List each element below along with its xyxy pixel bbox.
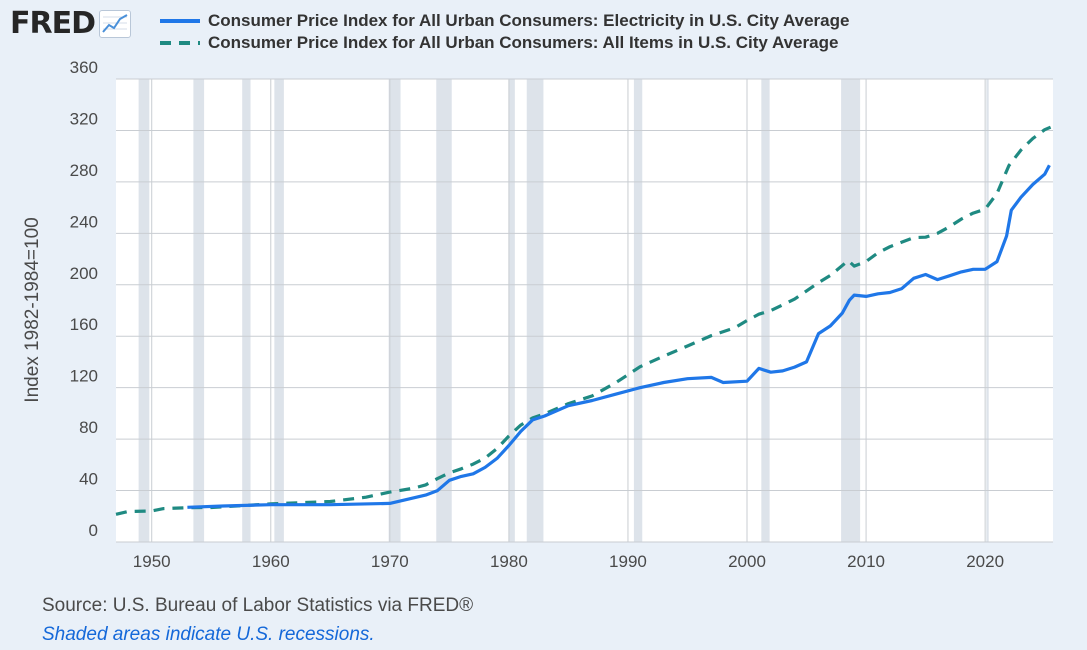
x-tick-label: 2000 bbox=[728, 552, 766, 571]
x-tick-label: 1950 bbox=[133, 552, 171, 571]
x-tick-label: 1960 bbox=[252, 552, 290, 571]
y-tick-label: 280 bbox=[70, 161, 98, 180]
x-tick-label: 1970 bbox=[371, 552, 409, 571]
legend-label-all-items: Consumer Price Index for All Urban Consu… bbox=[208, 33, 839, 52]
y-tick-label: 160 bbox=[70, 315, 98, 334]
y-tick-label: 240 bbox=[70, 212, 98, 231]
legend-item-electricity[interactable]: Consumer Price Index for All Urban Consu… bbox=[160, 10, 849, 32]
x-tick-label: 2010 bbox=[847, 552, 885, 571]
legend-item-all-items[interactable]: Consumer Price Index for All Urban Consu… bbox=[160, 32, 849, 54]
recession-band bbox=[436, 79, 452, 542]
recession-band bbox=[508, 79, 515, 542]
legend-swatch-solid bbox=[160, 19, 200, 23]
recession-band bbox=[633, 79, 643, 542]
x-axis-ticks: 1950 1960 1970 1980 1990 2000 2010 2020 bbox=[133, 552, 1004, 571]
y-tick-label: 200 bbox=[70, 264, 98, 283]
source-note: Source: U.S. Bureau of Labor Statistics … bbox=[42, 595, 474, 616]
recession-shading bbox=[138, 79, 989, 542]
recession-band bbox=[841, 79, 861, 542]
x-tick-label: 2020 bbox=[966, 552, 1004, 571]
legend-label-electricity: Consumer Price Index for All Urban Consu… bbox=[208, 11, 850, 30]
chart-legend: Consumer Price Index for All Urban Consu… bbox=[160, 10, 849, 54]
chart-header: FRED Consumer Price Index for All Urban … bbox=[10, 4, 1080, 56]
y-tick-label: 40 bbox=[79, 470, 98, 489]
recession-band bbox=[526, 79, 544, 542]
line-chart-icon bbox=[99, 9, 131, 38]
y-tick-label: 360 bbox=[70, 58, 98, 77]
plot-background bbox=[116, 79, 1053, 542]
gridlines bbox=[116, 78, 1053, 543]
recession-band bbox=[193, 79, 205, 542]
y-tick-label: 0 bbox=[89, 521, 98, 540]
y-tick-label: 120 bbox=[70, 367, 98, 386]
x-tick-label: 1990 bbox=[609, 552, 647, 571]
x-tick-label: 1980 bbox=[490, 552, 528, 571]
recession-band bbox=[986, 79, 989, 542]
fred-logo[interactable]: FRED bbox=[10, 6, 131, 41]
fred-logo-text: FRED bbox=[10, 6, 96, 41]
recession-band bbox=[242, 79, 251, 542]
y-axis-label: Index 1982-1984=100 bbox=[22, 217, 43, 402]
y-tick-label: 320 bbox=[70, 109, 98, 128]
recession-band bbox=[274, 79, 284, 542]
legend-swatch-dashed bbox=[160, 41, 200, 45]
recession-band bbox=[761, 79, 770, 542]
recession-band bbox=[388, 79, 401, 542]
recession-note[interactable]: Shaded areas indicate U.S. recessions. bbox=[42, 624, 375, 645]
series-line-electricity[interactable] bbox=[187, 164, 1051, 509]
y-tick-label: 80 bbox=[79, 418, 98, 437]
series-line-all-items[interactable] bbox=[115, 125, 1052, 516]
data-series bbox=[115, 125, 1052, 516]
recession-band bbox=[138, 79, 150, 542]
y-axis-ticks: 0 40 80 120 160 200 240 280 320 360 bbox=[70, 58, 98, 540]
